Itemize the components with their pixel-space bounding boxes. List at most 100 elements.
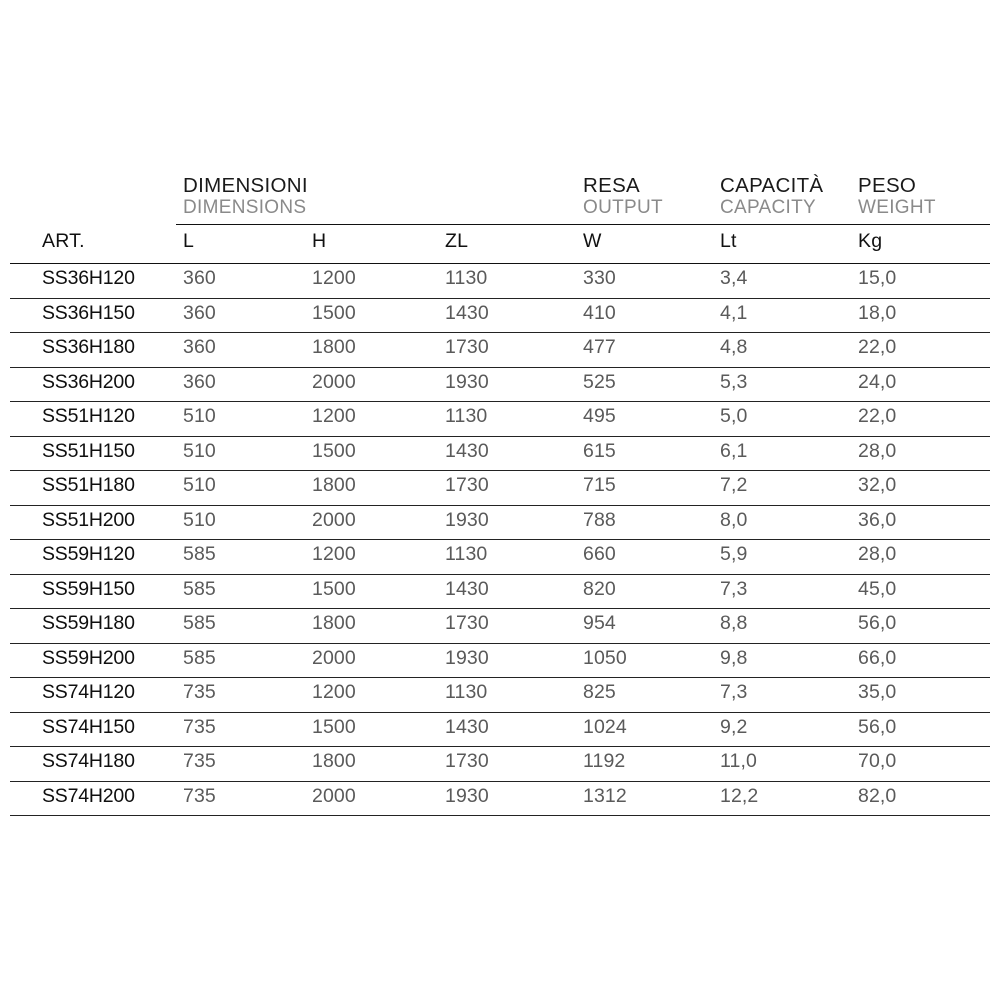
row-divider bbox=[10, 677, 990, 678]
cell-zl: 1130 bbox=[445, 405, 488, 427]
cell-zl: 1130 bbox=[445, 543, 488, 565]
column-header-w[interactable]: W bbox=[583, 230, 602, 252]
column-header-zl[interactable]: ZL bbox=[445, 230, 469, 252]
cell-kg: 32,0 bbox=[858, 474, 897, 496]
cell-lt: 9,2 bbox=[720, 715, 748, 738]
cell-lt: 5,0 bbox=[720, 405, 748, 427]
group-title-en: OUTPUT bbox=[583, 196, 663, 218]
table-row[interactable]: SS74H180 735 1800 1730 1192 11,0 70,0 bbox=[0, 747, 1000, 782]
row-divider bbox=[10, 297, 990, 299]
cell-w: 715 bbox=[583, 474, 616, 496]
cell-lt: 9,8 bbox=[720, 646, 748, 669]
cell-lt: 5,3 bbox=[720, 370, 748, 393]
cell-h: 1800 bbox=[312, 336, 356, 358]
group-header-dimensions: DIMENSIONI DIMENSIONS bbox=[183, 174, 308, 216]
cell-kg: 24,0 bbox=[858, 370, 897, 393]
column-header-lt[interactable]: Lt bbox=[720, 230, 737, 252]
cell-kg: 70,0 bbox=[858, 750, 897, 772]
cell-l: 360 bbox=[183, 267, 216, 289]
cell-h: 2000 bbox=[312, 508, 356, 531]
group-title-it: DIMENSIONI bbox=[183, 174, 308, 197]
table-row[interactable]: SS51H120 510 1200 1130 495 5,0 22,0 bbox=[0, 402, 1000, 437]
cell-l: 585 bbox=[183, 543, 216, 565]
row-divider bbox=[10, 470, 990, 471]
table-row[interactable]: SS36H200 360 2000 1930 525 5,3 24,0 bbox=[0, 368, 1000, 402]
cell-h: 1800 bbox=[312, 612, 356, 634]
cell-l: 510 bbox=[183, 405, 216, 427]
table-row[interactable]: SS74H200 735 2000 1930 1312 12,2 82,0 bbox=[0, 782, 1000, 816]
row-divider bbox=[10, 435, 990, 437]
table-row[interactable]: SS36H120 360 1200 1130 330 3,4 15,0 bbox=[0, 264, 1000, 299]
row-divider bbox=[10, 780, 990, 782]
cell-h: 1500 bbox=[312, 715, 356, 738]
column-header-art[interactable]: ART. bbox=[42, 230, 85, 252]
cell-h: 2000 bbox=[312, 646, 356, 669]
cell-w: 820 bbox=[583, 577, 616, 600]
cell-zl: 1730 bbox=[445, 750, 489, 772]
cell-h: 1800 bbox=[312, 474, 356, 496]
cell-kg: 22,0 bbox=[858, 405, 897, 427]
cell-l: 510 bbox=[183, 508, 216, 531]
cell-lt: 7,2 bbox=[720, 474, 748, 496]
row-divider bbox=[10, 539, 990, 540]
table-body: SS36H120 360 1200 1130 330 3,4 15,0 SS36H150 360… bbox=[0, 264, 1000, 816]
table-row[interactable]: SS74H150 735 1500 1430 1024 9,2 56,0 bbox=[0, 713, 1000, 747]
group-title-en: CAPACITY bbox=[720, 196, 817, 218]
table-row[interactable]: SS51H150 510 1500 1430 615 6,1 28,0 bbox=[0, 437, 1000, 471]
column-header-kg[interactable]: Kg bbox=[858, 230, 883, 252]
cell-art: SS74H120 bbox=[42, 681, 135, 703]
cell-w: 1312 bbox=[583, 784, 627, 807]
cell-lt: 3,4 bbox=[720, 267, 748, 289]
cell-h: 1500 bbox=[312, 301, 356, 324]
cell-l: 735 bbox=[183, 715, 216, 738]
cell-l: 360 bbox=[183, 370, 216, 393]
unit-header-row: ART. L H ZL W Lt Kg bbox=[0, 230, 1000, 260]
cell-kg: 15,0 bbox=[858, 267, 897, 289]
cell-l: 510 bbox=[183, 474, 216, 496]
cell-l: 735 bbox=[183, 784, 216, 807]
cell-l: 735 bbox=[183, 681, 216, 703]
cell-art: SS36H180 bbox=[42, 336, 135, 358]
table-row[interactable]: SS51H180 510 1800 1730 715 7,2 32,0 bbox=[0, 471, 1000, 506]
cell-l: 360 bbox=[183, 301, 216, 324]
table-row[interactable]: SS36H150 360 1500 1430 410 4,1 18,0 bbox=[0, 299, 1000, 333]
table-row[interactable]: SS59H200 585 2000 1930 1050 9,8 66,0 bbox=[0, 644, 1000, 678]
cell-w: 825 bbox=[583, 681, 616, 703]
table-row[interactable]: SS74H120 735 1200 1130 825 7,3 35,0 bbox=[0, 678, 1000, 713]
cell-kg: 66,0 bbox=[858, 646, 897, 669]
row-divider bbox=[10, 504, 990, 506]
cell-zl: 1130 bbox=[445, 681, 488, 703]
row-divider bbox=[10, 711, 990, 713]
table-row[interactable]: SS51H200 510 2000 1930 788 8,0 36,0 bbox=[0, 506, 1000, 540]
cell-l: 510 bbox=[183, 439, 216, 462]
row-divider bbox=[10, 815, 990, 816]
cell-art: SS74H150 bbox=[42, 715, 135, 738]
cell-lt: 12,2 bbox=[720, 784, 759, 807]
table-row[interactable]: SS36H180 360 1800 1730 477 4,8 22,0 bbox=[0, 333, 1000, 368]
table-row[interactable]: SS59H150 585 1500 1430 820 7,3 45,0 bbox=[0, 575, 1000, 609]
cell-h: 1200 bbox=[312, 267, 356, 289]
column-header-l[interactable]: L bbox=[183, 230, 195, 252]
table-row[interactable]: SS59H120 585 1200 1130 660 5,9 28,0 bbox=[0, 540, 1000, 575]
cell-w: 954 bbox=[583, 612, 616, 634]
cell-lt: 4,8 bbox=[720, 336, 748, 358]
cell-w: 615 bbox=[583, 439, 616, 462]
cell-art: SS51H120 bbox=[42, 405, 135, 427]
cell-w: 1050 bbox=[583, 646, 627, 669]
group-header-weight: PESO WEIGHT bbox=[858, 175, 936, 216]
cell-art: SS51H180 bbox=[42, 474, 135, 496]
cell-l: 585 bbox=[183, 646, 216, 669]
column-header-h[interactable]: H bbox=[312, 230, 327, 252]
row-divider bbox=[10, 608, 990, 609]
cell-zl: 1930 bbox=[445, 508, 489, 531]
group-header-capacity: CAPACITÀ CAPACITY bbox=[720, 175, 823, 218]
cell-w: 477 bbox=[583, 336, 616, 358]
cell-zl: 1730 bbox=[445, 612, 489, 634]
cell-kg: 56,0 bbox=[858, 612, 897, 634]
cell-art: SS74H180 bbox=[42, 750, 135, 772]
cell-w: 330 bbox=[583, 267, 616, 289]
table-row[interactable]: SS59H180 585 1800 1730 954 8,8 56,0 bbox=[0, 609, 1000, 644]
cell-h: 2000 bbox=[312, 370, 356, 393]
cell-h: 1500 bbox=[312, 577, 356, 600]
cell-lt: 8,8 bbox=[720, 612, 748, 634]
